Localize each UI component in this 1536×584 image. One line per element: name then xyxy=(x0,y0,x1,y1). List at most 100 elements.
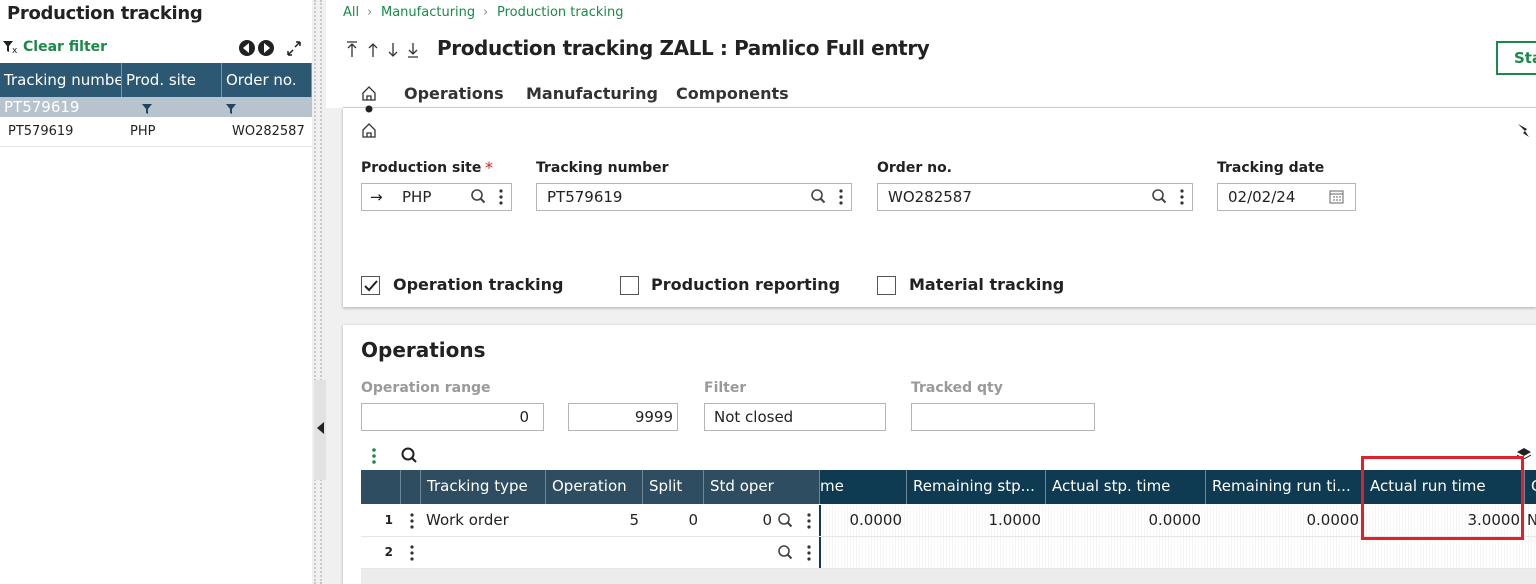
row-field-menu-button[interactable] xyxy=(806,512,826,532)
grid-column-header: Operation xyxy=(546,470,643,504)
checkbox-label[interactable]: Production reporting xyxy=(651,275,841,294)
sidebar-title: Production tracking xyxy=(7,3,203,24)
grid-column-header: Tracking type xyxy=(421,470,546,504)
field-label: Order no. xyxy=(877,160,953,176)
checkbox-label[interactable]: Material tracking xyxy=(909,275,1065,294)
grid-row-right-bg[interactable] xyxy=(820,505,1536,536)
grid-column-header: me xyxy=(820,470,907,504)
field-value: WO282587 xyxy=(888,188,972,206)
svg-text:x: x xyxy=(12,46,18,54)
grid-cell: N xyxy=(1527,511,1536,529)
section-title: Operations xyxy=(361,338,486,362)
sidebar-cell: PHP xyxy=(130,124,156,139)
sidebar-selected-row[interactable] xyxy=(0,97,312,117)
field-menu-button[interactable] xyxy=(498,188,518,208)
range-label: Operation range xyxy=(361,380,491,396)
grid-cell: 0.0000 xyxy=(849,511,903,529)
row-number[interactable]: 1 xyxy=(384,513,393,527)
tab[interactable]: Components xyxy=(676,84,789,103)
tab[interactable]: Operations xyxy=(404,84,504,103)
sidebar-nav-icons[interactable] xyxy=(238,39,308,57)
start-button[interactable]: Sta xyxy=(1496,41,1536,75)
required-mark: * xyxy=(485,158,493,177)
collapse-arrow[interactable] xyxy=(317,422,325,434)
sidebar-cell: WO282587 xyxy=(232,124,305,139)
clear-filter-icon[interactable]: x xyxy=(3,40,19,54)
field-label: Tracking date xyxy=(1217,160,1325,176)
row-field-menu-button[interactable] xyxy=(806,544,826,564)
sidebar-selected-text: PT579619 xyxy=(4,98,80,116)
clear-filter-link[interactable]: Clear filter xyxy=(23,39,108,55)
grid-header-left xyxy=(361,470,820,504)
grid-column-header: Remaining stp... xyxy=(907,470,1046,504)
top-area xyxy=(326,0,1536,108)
row-menu-button[interactable] xyxy=(409,544,429,564)
grid-cell: Work order xyxy=(426,511,509,529)
checkbox-label[interactable]: Operation tracking xyxy=(393,275,564,294)
navigation-arrows[interactable] xyxy=(345,40,435,58)
filter-input[interactable]: Not closed xyxy=(704,403,886,431)
field-label: Production site xyxy=(361,160,482,176)
tracked-qty-input[interactable] xyxy=(911,403,1095,431)
grid-tools[interactable] xyxy=(368,446,418,466)
breadcrumb-separator: › xyxy=(367,5,373,20)
grid-column-header: Split xyxy=(643,470,704,504)
breadcrumb-link[interactable]: Production tracking xyxy=(497,5,624,20)
checkbox[interactable] xyxy=(620,276,639,295)
field-menu-button[interactable] xyxy=(838,188,858,208)
lookup-button[interactable] xyxy=(470,188,490,208)
grid-cell: 0 xyxy=(762,511,772,529)
field-label: Tracking number xyxy=(536,160,669,176)
grid-header-right xyxy=(820,470,1536,504)
sidebar-filter-button[interactable] xyxy=(142,100,162,120)
lookup-button[interactable] xyxy=(810,188,830,208)
breadcrumb-separator: › xyxy=(483,5,489,20)
grid-column-header: Actual stp. time xyxy=(1046,470,1206,504)
range-to-input[interactable]: 9999 xyxy=(568,403,678,431)
row-menu-button[interactable] xyxy=(409,512,429,532)
grid-divider xyxy=(819,537,821,568)
sidebar-row[interactable] xyxy=(0,117,312,147)
field-input[interactable] xyxy=(877,183,1193,211)
grid-column-header: C xyxy=(1525,470,1536,504)
range-from-input[interactable]: 0 xyxy=(361,403,544,431)
grid-cell: 0.0000 xyxy=(1148,511,1202,529)
field-arrow[interactable]: → xyxy=(370,188,383,206)
sidebar-column-header: Prod. site xyxy=(122,63,222,97)
pin-icon[interactable] xyxy=(1516,122,1532,138)
tab[interactable]: Manufacturing xyxy=(526,84,658,103)
grid-cell: 0.0000 xyxy=(1306,511,1360,529)
home-tab-icon[interactable] xyxy=(361,85,377,115)
field-input[interactable] xyxy=(361,183,512,211)
row-lookup-button[interactable] xyxy=(777,544,797,564)
sidebar-column-header: Order no. xyxy=(222,63,312,97)
checkbox[interactable] xyxy=(877,276,896,295)
tab-bar-line xyxy=(343,107,1536,108)
grid-header-cell xyxy=(400,470,421,504)
grid-row-right-bg[interactable] xyxy=(820,537,1536,568)
grid-cell: 1.0000 xyxy=(988,511,1042,529)
lookup-button[interactable] xyxy=(1151,188,1171,208)
grid-cell: 0 xyxy=(688,511,698,529)
field-value: 02/02/24 xyxy=(1228,188,1296,206)
breadcrumb-link[interactable]: Manufacturing xyxy=(381,5,476,20)
highlight-box xyxy=(1361,456,1524,540)
grid-column-header: Std oper xyxy=(704,470,820,504)
field-value: PT579619 xyxy=(547,188,623,206)
field-input[interactable] xyxy=(536,183,852,211)
sidebar-header xyxy=(0,63,312,97)
home-icon xyxy=(362,123,376,138)
sidebar-cell: PT579619 xyxy=(8,124,74,139)
grid-footer xyxy=(361,569,1536,584)
field-menu-button[interactable] xyxy=(1179,188,1199,208)
grid-cell: 3.0000 xyxy=(1467,511,1521,529)
field-input[interactable] xyxy=(1217,183,1356,211)
sidebar-filter-button[interactable] xyxy=(226,100,246,120)
checkbox[interactable] xyxy=(361,276,380,295)
breadcrumb-link[interactable]: All xyxy=(343,5,360,20)
row-lookup-button[interactable] xyxy=(777,512,797,532)
row-number[interactable]: 2 xyxy=(384,545,393,559)
tracked-label: Tracked qty xyxy=(911,380,1003,396)
calendar-button[interactable] xyxy=(1329,189,1349,209)
